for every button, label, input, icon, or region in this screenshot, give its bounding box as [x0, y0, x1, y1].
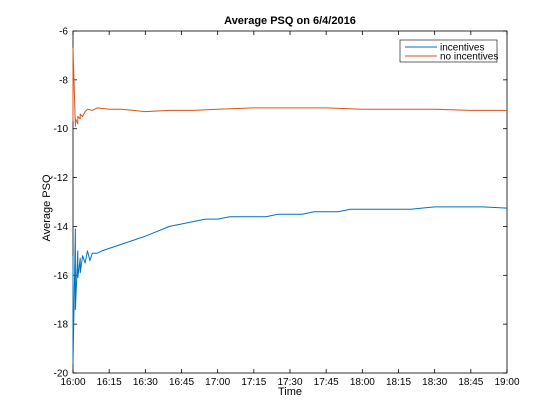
x-tick-label: 18:15: [386, 377, 411, 388]
x-tick-label: 17:45: [314, 377, 339, 388]
x-tick-label: 16:15: [97, 377, 122, 388]
series-lines: [72, 47, 508, 364]
axis-ticks: 16:00 16:15 16:30 16:45 17:00 17:15 17:30 17:45…: [54, 27, 520, 389]
series-line-incentives: [72, 206, 508, 364]
y-tick-label: -16: [54, 271, 69, 282]
plot-area: [72, 30, 508, 374]
x-axis-label: Time: [278, 386, 302, 398]
y-tick-label: -18: [54, 320, 69, 331]
y-tick-label: -12: [54, 173, 69, 184]
x-tick-label: 17:15: [241, 377, 266, 388]
y-tick-label: -10: [54, 124, 69, 135]
y-axis-label: Average PSQ: [41, 174, 53, 242]
x-tick-label: 19:00: [494, 377, 519, 388]
y-tick-label: -20: [54, 369, 69, 380]
x-tick-label: 16:00: [60, 377, 85, 388]
x-tick-label: 17:00: [205, 377, 230, 388]
x-tick-label: 18:45: [458, 377, 483, 388]
y-tick-label: -6: [59, 27, 68, 38]
series-line-no-incentives: [72, 47, 507, 127]
x-tick-label: 18:30: [422, 377, 447, 388]
legend-label: incentives: [440, 43, 484, 54]
chart-title: Average PSQ on 6/4/2016: [224, 15, 356, 27]
x-tick-label: 16:45: [169, 377, 194, 388]
x-tick-label: 18:00: [350, 377, 375, 388]
y-tick-label: -8: [59, 75, 68, 86]
legend-label: no incentives: [440, 52, 498, 63]
x-tick-label: 17:30: [277, 377, 302, 388]
x-tick-label: 16:30: [133, 377, 158, 388]
y-tick-label: -14: [54, 222, 69, 233]
